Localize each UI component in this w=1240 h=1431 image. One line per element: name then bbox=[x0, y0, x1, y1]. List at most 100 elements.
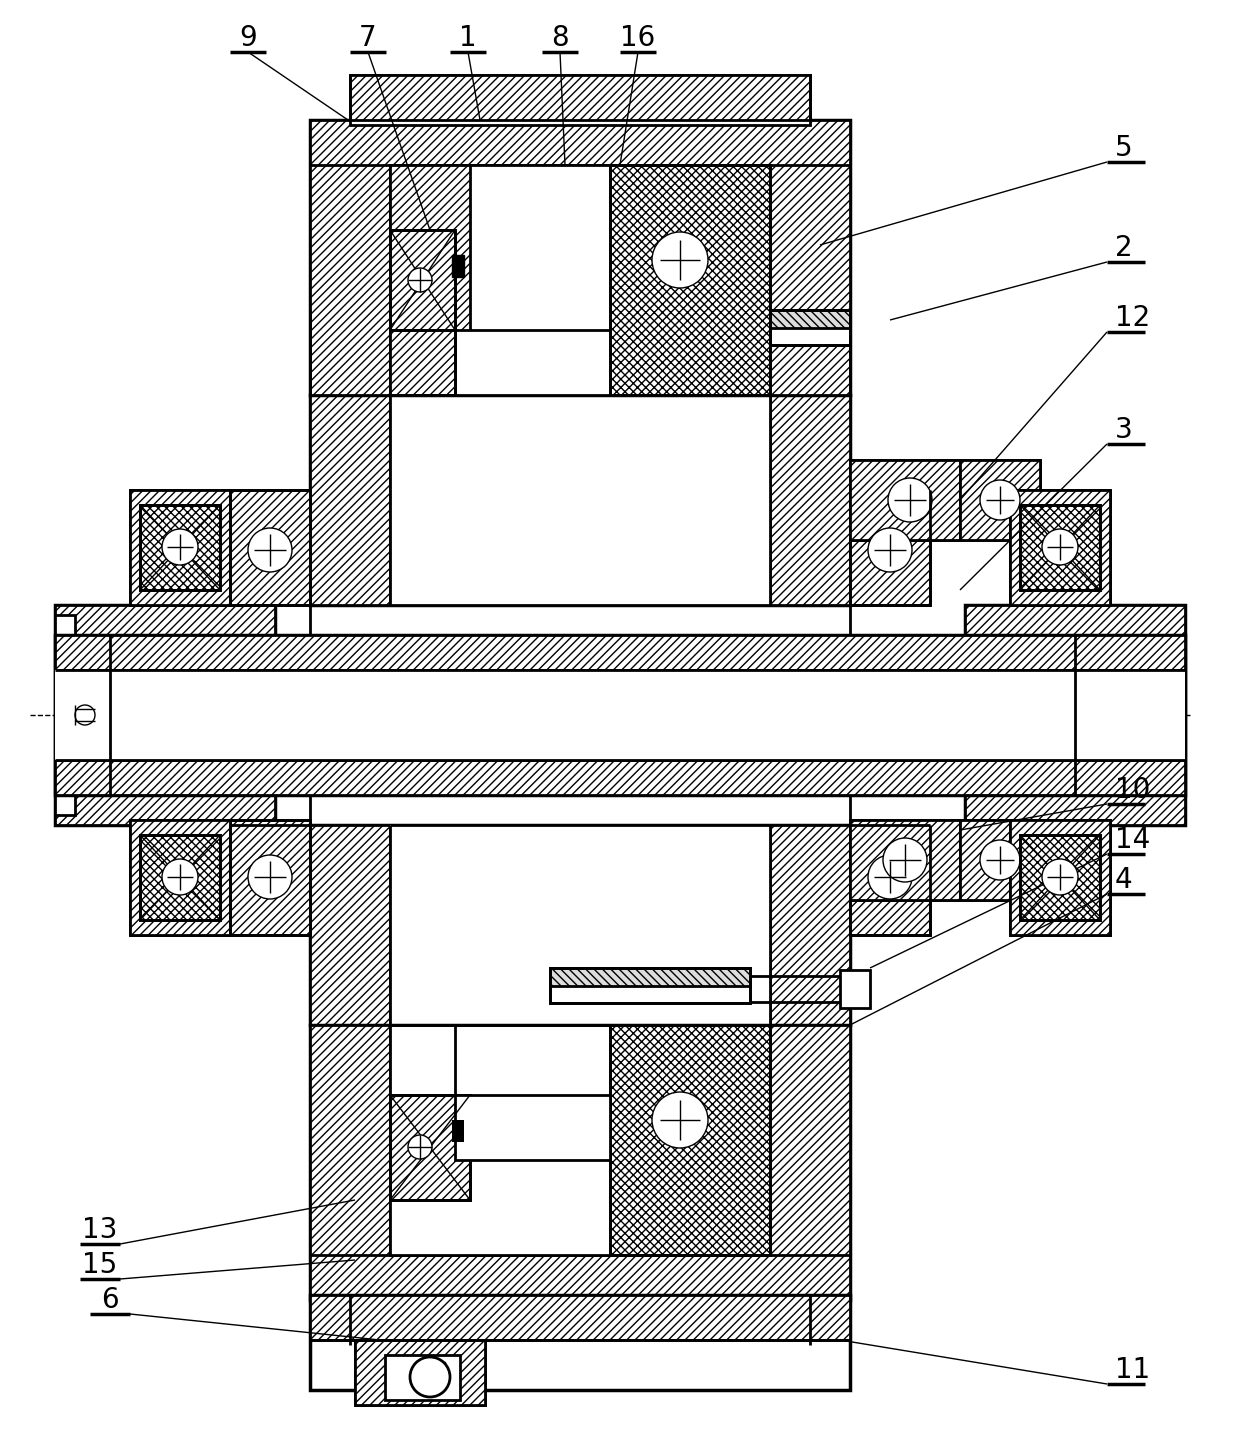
Bar bbox=[310, 395, 849, 605]
Bar bbox=[130, 820, 229, 934]
Text: 7: 7 bbox=[360, 24, 377, 52]
Bar bbox=[350, 1295, 810, 1345]
Bar bbox=[839, 970, 870, 1007]
Bar bbox=[770, 311, 849, 328]
Bar bbox=[110, 635, 219, 796]
Bar bbox=[310, 1295, 849, 1390]
Bar bbox=[391, 165, 470, 395]
Bar bbox=[960, 459, 1040, 539]
Bar bbox=[384, 1355, 460, 1400]
Bar bbox=[55, 760, 1185, 796]
Text: 3: 3 bbox=[1115, 416, 1133, 444]
Bar bbox=[310, 826, 391, 1025]
Circle shape bbox=[408, 1135, 432, 1159]
Bar bbox=[140, 505, 219, 590]
Bar bbox=[965, 605, 1021, 826]
Circle shape bbox=[162, 859, 198, 894]
Bar bbox=[770, 395, 849, 605]
Bar bbox=[350, 1295, 810, 1339]
Bar bbox=[849, 820, 960, 900]
Bar bbox=[310, 826, 849, 1025]
Bar bbox=[849, 489, 930, 605]
Bar bbox=[355, 1339, 485, 1405]
Bar bbox=[849, 820, 930, 934]
Bar bbox=[455, 1095, 610, 1161]
Bar bbox=[1021, 836, 1100, 920]
Circle shape bbox=[980, 840, 1021, 880]
Text: 14: 14 bbox=[1115, 826, 1151, 854]
Bar bbox=[55, 605, 275, 635]
Bar bbox=[55, 615, 74, 816]
Bar bbox=[770, 311, 849, 345]
Bar bbox=[1011, 489, 1110, 605]
Bar bbox=[1011, 820, 1110, 934]
Bar bbox=[849, 459, 960, 539]
Bar bbox=[610, 1025, 770, 1255]
Bar bbox=[55, 605, 275, 826]
Circle shape bbox=[162, 529, 198, 565]
Bar bbox=[130, 489, 229, 605]
Bar bbox=[229, 820, 310, 934]
Bar bbox=[140, 836, 219, 920]
Bar bbox=[310, 1255, 849, 1299]
Bar bbox=[1021, 505, 1100, 590]
Bar bbox=[140, 836, 219, 920]
Bar bbox=[310, 1025, 849, 1299]
Bar bbox=[453, 255, 464, 278]
Bar bbox=[849, 820, 930, 934]
Bar bbox=[453, 1120, 464, 1142]
Text: 6: 6 bbox=[102, 1286, 119, 1314]
Bar bbox=[130, 489, 229, 605]
Bar bbox=[551, 967, 750, 1003]
Bar bbox=[960, 459, 1040, 539]
Circle shape bbox=[1042, 859, 1078, 894]
Bar bbox=[391, 1095, 470, 1201]
Bar bbox=[610, 165, 770, 395]
Bar bbox=[770, 826, 849, 1025]
Circle shape bbox=[888, 478, 932, 522]
Circle shape bbox=[248, 528, 291, 572]
Bar bbox=[770, 311, 849, 345]
Text: 12: 12 bbox=[1115, 303, 1151, 332]
Text: 9: 9 bbox=[239, 24, 257, 52]
Text: 8: 8 bbox=[552, 24, 569, 52]
Bar bbox=[960, 820, 1040, 900]
Text: 15: 15 bbox=[82, 1251, 118, 1279]
Bar bbox=[310, 120, 391, 395]
Bar bbox=[849, 489, 930, 605]
Bar bbox=[55, 670, 1185, 760]
Bar bbox=[960, 820, 1040, 900]
Bar bbox=[55, 605, 110, 826]
Bar bbox=[55, 635, 1185, 796]
Bar bbox=[415, 1362, 445, 1377]
Bar bbox=[1011, 820, 1110, 934]
Circle shape bbox=[410, 1357, 450, 1397]
Text: 11: 11 bbox=[1115, 1357, 1151, 1384]
Bar bbox=[391, 230, 455, 331]
Circle shape bbox=[883, 839, 928, 881]
Bar bbox=[229, 820, 310, 934]
Bar bbox=[310, 1295, 849, 1339]
Text: 1: 1 bbox=[459, 24, 477, 52]
Bar bbox=[1021, 836, 1100, 920]
Bar bbox=[965, 605, 1185, 826]
Bar bbox=[391, 1095, 470, 1201]
Bar bbox=[965, 635, 1075, 796]
Circle shape bbox=[408, 268, 432, 292]
Circle shape bbox=[652, 1092, 708, 1148]
Circle shape bbox=[652, 232, 708, 288]
Bar bbox=[391, 1025, 770, 1255]
Bar bbox=[455, 331, 610, 395]
Bar bbox=[610, 1025, 770, 1255]
Circle shape bbox=[868, 528, 911, 572]
Bar bbox=[551, 967, 750, 986]
Circle shape bbox=[74, 705, 95, 726]
Bar bbox=[1011, 489, 1110, 605]
Bar bbox=[453, 255, 464, 278]
Bar bbox=[551, 967, 750, 1003]
Circle shape bbox=[248, 854, 291, 899]
Bar bbox=[610, 165, 770, 395]
Bar bbox=[355, 1339, 485, 1405]
Text: 5: 5 bbox=[1115, 135, 1132, 162]
Bar bbox=[229, 489, 310, 605]
